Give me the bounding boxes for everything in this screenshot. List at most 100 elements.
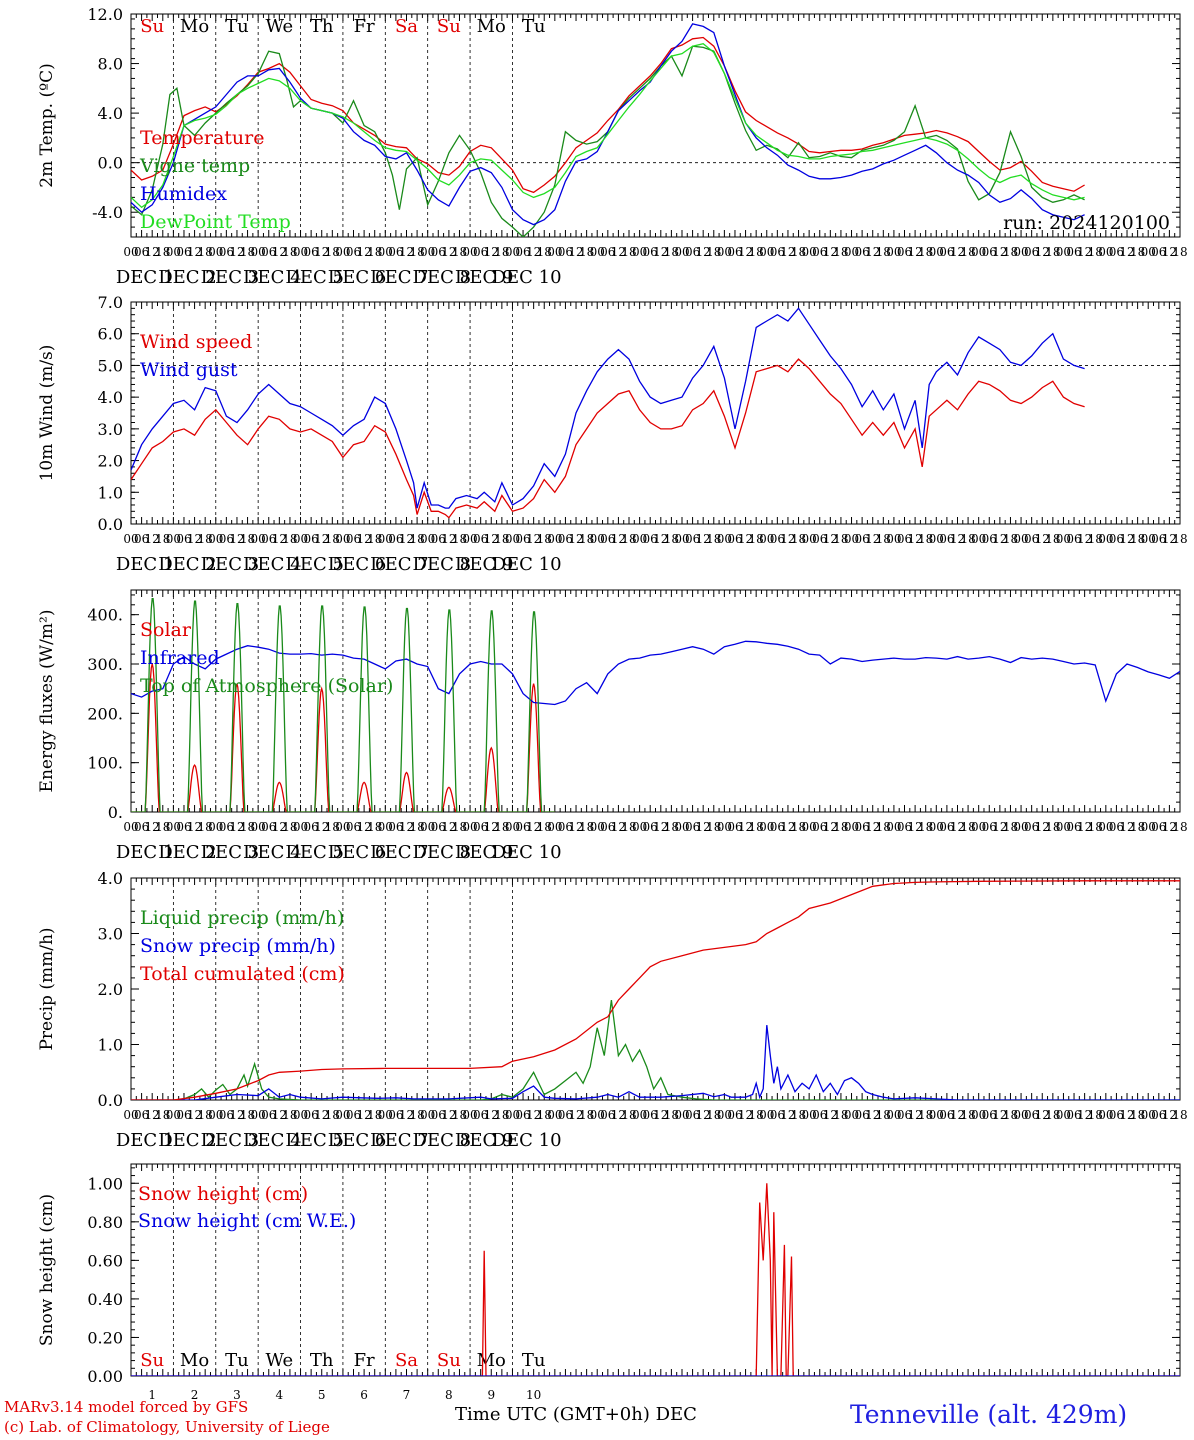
hour-label: 12 (611, 1108, 626, 1122)
series-wind-gust (131, 307, 1085, 509)
y-axis-label: Precip (mm/h) (37, 927, 57, 1050)
y-tick-label: 0.0 (98, 154, 123, 173)
hour-label: 12 (611, 820, 626, 834)
hour-label: 12 (738, 1108, 753, 1122)
weekday-label: Tu (225, 1350, 249, 1371)
hour-label: 18 (579, 245, 594, 259)
hour-label: 00 (886, 1108, 901, 1122)
hour-label: 18 (282, 820, 297, 834)
y-tick-label: 0.40 (87, 1290, 123, 1309)
hour-label: 12 (187, 245, 202, 259)
hour-label: 18 (1003, 532, 1018, 546)
hour-label: 12 (314, 245, 329, 259)
hour-label: 12 (950, 245, 965, 259)
hour-label: 12 (653, 820, 668, 834)
hour-label: 12 (1035, 1108, 1050, 1122)
hour-label: 00 (208, 1108, 223, 1122)
day-label: DEC 7 (370, 267, 429, 288)
hour-label: 18 (706, 245, 721, 259)
hour-label: 06 (1066, 1108, 1081, 1122)
hour-label: 12 (992, 820, 1007, 834)
day-label: DEC 1 (116, 842, 175, 863)
weekday-label: Mo (477, 1350, 506, 1371)
hour-label: 18 (706, 1108, 721, 1122)
hour-label: 18 (876, 532, 891, 546)
hour-label: 06 (770, 1108, 785, 1122)
hour-label: 06 (643, 1108, 658, 1122)
day-label: DEC 8 (413, 1130, 472, 1151)
hour-label: 06 (727, 820, 742, 834)
hour-label: 12 (780, 245, 795, 259)
hour-label: 00 (1013, 1108, 1028, 1122)
hour-label: 06 (939, 820, 954, 834)
hour-label: 06 (303, 1108, 318, 1122)
hour-label: 18 (749, 820, 764, 834)
hour-label: 00 (505, 532, 520, 546)
hour-label: 06 (1024, 1108, 1039, 1122)
hour-label: 06 (982, 820, 997, 834)
legend-entry: Wind speed (140, 331, 252, 353)
hour-label: 12 (865, 245, 880, 259)
hour-label: 00 (505, 1108, 520, 1122)
hour-label: 00 (1056, 245, 1071, 259)
day-label: DEC 7 (370, 554, 429, 575)
hour-label: 06 (473, 1108, 488, 1122)
hour-label: 06 (261, 1108, 276, 1122)
legend-entry: Vigne temp (139, 155, 250, 177)
hour-label: 12 (1119, 1108, 1134, 1122)
hour-label: 18 (664, 532, 679, 546)
hour-label: 18 (494, 245, 509, 259)
hour-label: 06 (854, 1108, 869, 1122)
hour-label: 18 (325, 820, 340, 834)
hour-label: 18 (409, 1108, 424, 1122)
legend-entry: Snow height (cm) (138, 1183, 308, 1205)
hour-label: 18 (706, 820, 721, 834)
y-tick-label: -4.0 (92, 203, 123, 222)
hour-label: 18 (876, 820, 891, 834)
day-label: DEC 7 (370, 1130, 429, 1151)
hour-label: 00 (123, 245, 138, 259)
weekday-label: Tu (522, 16, 546, 37)
hour-label: 18 (833, 1108, 848, 1122)
hour-label: 06 (812, 1108, 827, 1122)
hour-label: 18 (579, 820, 594, 834)
hour-label: 06 (219, 245, 234, 259)
hour-label: 18 (367, 820, 382, 834)
hour-label: 18 (537, 820, 552, 834)
hour-label: 06 (897, 245, 912, 259)
y-tick-label: 2.0 (98, 980, 123, 999)
hour-label: 12 (484, 820, 499, 834)
hour-label: 00 (674, 1108, 689, 1122)
y-tick-label: 200. (87, 704, 123, 723)
hour-label: 12 (272, 820, 287, 834)
hour-label: 18 (452, 1108, 467, 1122)
hour-label: 18 (1172, 1108, 1187, 1122)
hour-label: 18 (1088, 820, 1103, 834)
series-liquid-precip-mm-h (131, 1000, 1180, 1100)
hour-label: 00 (929, 1108, 944, 1122)
hour-label: 12 (399, 1108, 414, 1122)
hour-label: 18 (155, 532, 170, 546)
hour-label: 18 (155, 820, 170, 834)
weekday-label: Mo (477, 16, 506, 37)
day-label: DEC 6 (328, 842, 387, 863)
weekday-label: Tu (522, 1350, 546, 1371)
hour-label: 00 (208, 820, 223, 834)
plot-frame (130, 13, 1181, 238)
hour-label: 12 (738, 245, 753, 259)
day-label: DEC 3 (201, 1130, 260, 1151)
hour-label: 12 (145, 820, 160, 834)
hour-label: 00 (378, 820, 393, 834)
hour-label: 06 (1109, 532, 1124, 546)
hour-label: 06 (558, 820, 573, 834)
hour-label: 18 (621, 245, 636, 259)
hour-label: 00 (293, 532, 308, 546)
hour-label: 06 (473, 245, 488, 259)
hour-label: 06 (176, 532, 191, 546)
hour-label: 00 (378, 532, 393, 546)
day-label: DEC 4 (243, 267, 302, 288)
hour-label: 12 (568, 245, 583, 259)
day-number: 6 (360, 1388, 368, 1402)
hour-label: 18 (325, 245, 340, 259)
hour-label: 12 (356, 820, 371, 834)
